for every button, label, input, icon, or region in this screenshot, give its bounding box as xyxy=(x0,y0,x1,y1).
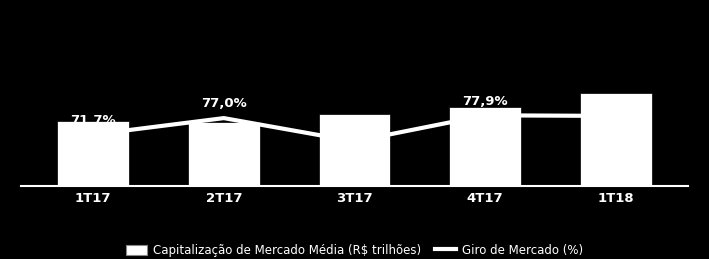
Text: 77,9%: 77,9% xyxy=(462,95,508,107)
Text: 69,5%: 69,5% xyxy=(332,121,377,134)
Bar xyxy=(450,107,521,186)
Bar xyxy=(188,123,259,186)
Bar xyxy=(57,121,129,186)
Bar xyxy=(318,114,391,186)
Text: 71,7%: 71,7% xyxy=(70,114,116,127)
Bar xyxy=(580,93,652,186)
Legend: Capitalização de Mercado Média (R$ trilhões), Giro de Mercado (%): Capitalização de Mercado Média (R$ trilh… xyxy=(121,239,588,259)
Text: 77,7%: 77,7% xyxy=(593,95,639,108)
Text: 77,0%: 77,0% xyxy=(201,97,247,110)
